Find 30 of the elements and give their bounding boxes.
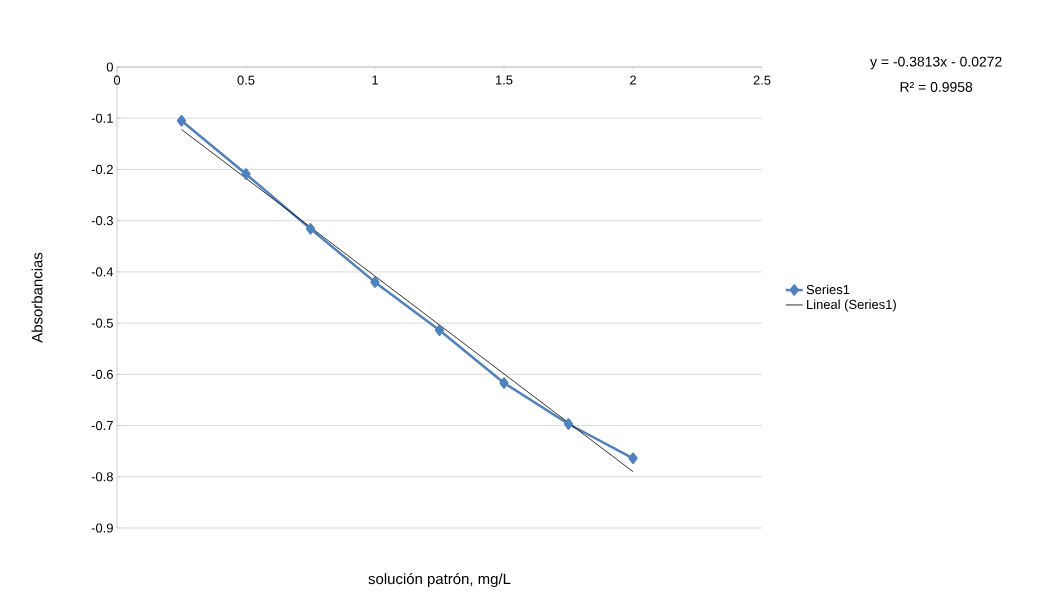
y-tick-label: -0.9 (91, 523, 113, 533)
y-tick-label: -0.6 (91, 369, 113, 379)
legend-label: Series1 (806, 284, 850, 295)
legend-label: Lineal (Series1) (807, 299, 896, 312)
y-tick-label: -0.2 (91, 164, 113, 175)
y-tick-label: 0 (106, 62, 113, 72)
x-tick-label: 1.5 (495, 75, 513, 85)
point (305, 223, 316, 235)
text: y = -0.3813x - 0.0272 (870, 56, 1002, 70)
x-tick-label: 2.5 (753, 75, 771, 85)
y-tick-label: -0.5 (91, 318, 113, 328)
point (176, 115, 187, 127)
point (434, 324, 445, 337)
point (499, 377, 509, 389)
y-tick-label: -0.3 (91, 216, 113, 226)
point (241, 168, 251, 180)
point (628, 452, 638, 465)
x-tick-label: 0 (113, 75, 121, 85)
y-tick-label: -0.8 (91, 472, 113, 482)
point (563, 418, 574, 430)
x-tick-label: 1 (372, 75, 378, 85)
y-axis-title: Absorbancias (31, 252, 43, 343)
text: R² = 0.9958 (900, 82, 973, 92)
x-tick-label: 0.5 (237, 75, 255, 85)
x-axis-title: solución patrón, mg/L (368, 573, 511, 588)
y-tick-label: -0.4 (91, 267, 114, 277)
y-tick-label: -0.1 (91, 113, 113, 123)
y-tick-label: -0.7 (91, 420, 113, 431)
point (370, 276, 380, 288)
x-tick-label: 2 (630, 75, 636, 85)
